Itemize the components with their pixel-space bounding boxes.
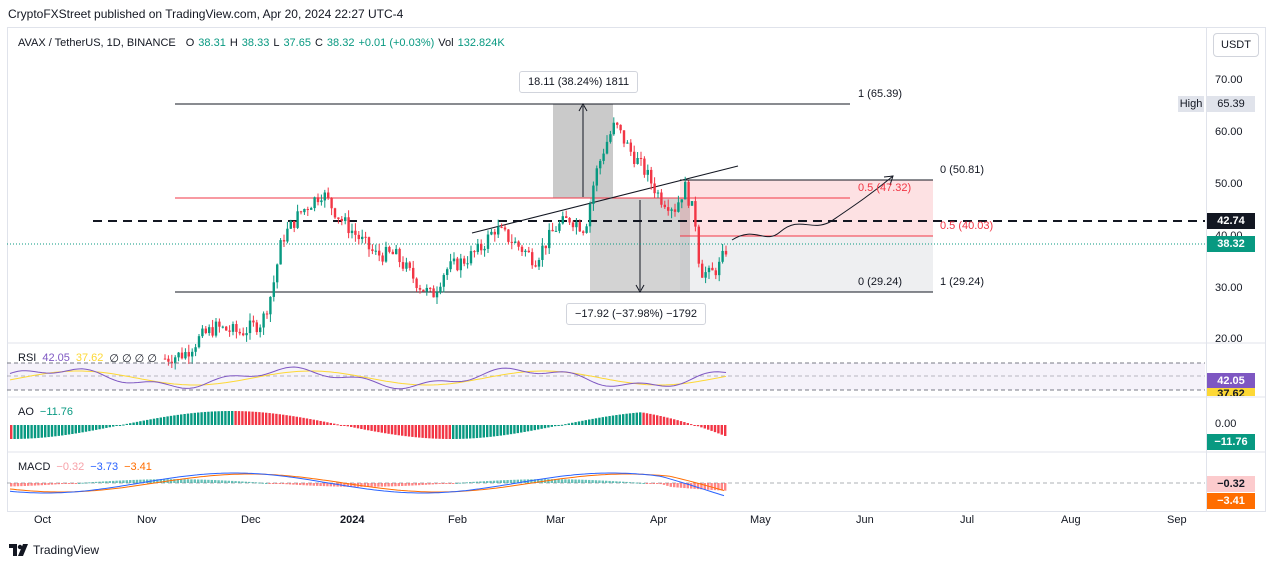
volume-label: Vol bbox=[438, 37, 454, 49]
time-label: Mar bbox=[546, 514, 565, 526]
rsi-ma-tag: 37.62 bbox=[1207, 388, 1255, 396]
publisher-line: CryptoFXStreet published on TradingView.… bbox=[8, 7, 404, 21]
measure-down-label: −17.92 (−37.98%) −1792 bbox=[566, 303, 707, 325]
current-price-tag: 38.32 bbox=[1207, 236, 1255, 252]
price-tick: 20.00 bbox=[1215, 333, 1243, 345]
low-label: L bbox=[273, 37, 280, 49]
symbol-legend: AVAX / TetherUS, 1D, BINANCE O 38.31 H 38.… bbox=[18, 37, 505, 49]
close-label: C bbox=[314, 37, 323, 49]
rsi-tag: 42.05 bbox=[1207, 373, 1255, 389]
ao-legend: AO −11.76 bbox=[18, 406, 73, 418]
macd-hist-value: −0.32 bbox=[56, 461, 85, 473]
time-label: 2024 bbox=[340, 514, 365, 526]
macd-name[interactable]: MACD bbox=[18, 461, 51, 473]
time-label: Oct bbox=[34, 514, 52, 526]
chart-pane[interactable] bbox=[7, 27, 1207, 512]
time-label: Sep bbox=[1167, 514, 1187, 526]
time-label: May bbox=[750, 514, 771, 526]
open-label: O bbox=[185, 37, 195, 49]
macd-legend: MACD −0.32 −3.73 −3.41 bbox=[18, 461, 152, 473]
macd-signal-value: −3.41 bbox=[124, 461, 152, 473]
ao-zero-tick: 0.00 bbox=[1215, 418, 1237, 430]
high-tag-value: 65.39 bbox=[1207, 96, 1255, 112]
time-label: Jul bbox=[960, 514, 975, 526]
fib-label-top: 1 (65.39) bbox=[858, 88, 903, 100]
macd-hist-tag: −0.32 bbox=[1207, 476, 1255, 492]
ao-tag: −11.76 bbox=[1207, 434, 1255, 450]
high-tag-label: High bbox=[1178, 96, 1204, 112]
measure-up-label: 18.11 (38.24%) 1811 bbox=[519, 71, 639, 93]
rsi-ma-value: 37.62 bbox=[75, 352, 104, 364]
ao-name[interactable]: AO bbox=[18, 406, 34, 418]
ao-value: −11.76 bbox=[39, 406, 74, 418]
tradingview-logo-text: TradingView bbox=[33, 543, 100, 557]
time-label: Dec bbox=[241, 514, 261, 526]
price-tick: 50.00 bbox=[1215, 178, 1243, 190]
high-label: H bbox=[229, 37, 238, 49]
currency-button[interactable]: USDT bbox=[1213, 33, 1259, 57]
time-axis[interactable]: Oct Nov Dec 2024 Feb Mar Apr May Jun Jul… bbox=[7, 511, 1205, 531]
close-value: 38.32 bbox=[326, 37, 355, 49]
symbol-name[interactable]: AVAX / TetherUS, 1D, BINANCE bbox=[18, 37, 176, 49]
tradingview-logo[interactable]: TradingView bbox=[9, 543, 99, 557]
fib-label-bottom1: 1 (29.24) bbox=[940, 276, 985, 288]
key-level-tag: 42.74 bbox=[1207, 213, 1255, 229]
fib-label-bottom0: 0 (29.24) bbox=[858, 276, 903, 288]
macd-signal-tag: −3.41 bbox=[1207, 493, 1255, 509]
rsi-value: 42.05 bbox=[42, 352, 70, 364]
fib-label-0: 0 (50.81) bbox=[940, 164, 985, 176]
time-label: Apr bbox=[650, 514, 668, 526]
volume-value: 132.824K bbox=[457, 37, 505, 49]
rsi-legend: RSI 42.05 37.62 ∅ ∅ ∅ ∅ bbox=[18, 352, 157, 365]
price-tick: 60.00 bbox=[1215, 126, 1243, 138]
price-tick: 30.00 bbox=[1215, 282, 1243, 294]
open-value: 38.31 bbox=[198, 37, 226, 49]
price-tick: 70.00 bbox=[1215, 74, 1243, 86]
time-label: Jun bbox=[856, 514, 874, 526]
tradingview-logo-icon bbox=[9, 544, 28, 556]
time-label: Aug bbox=[1061, 514, 1081, 526]
time-label: Feb bbox=[448, 514, 467, 526]
low-value: 37.65 bbox=[283, 37, 311, 49]
time-label: Nov bbox=[137, 514, 157, 526]
rsi-name[interactable]: RSI bbox=[18, 352, 37, 364]
change-value: +0.01 (+0.03%) bbox=[358, 37, 435, 49]
fib-label-05b: 0.5 (40.03) bbox=[940, 220, 994, 232]
high-value: 38.33 bbox=[241, 37, 270, 49]
fib-label-05a: 0.5 (47.32) bbox=[858, 182, 912, 194]
rsi-empty-values: ∅ ∅ ∅ ∅ bbox=[109, 353, 157, 365]
macd-line-value: −3.73 bbox=[90, 461, 119, 473]
price-scale[interactable] bbox=[1205, 27, 1266, 512]
